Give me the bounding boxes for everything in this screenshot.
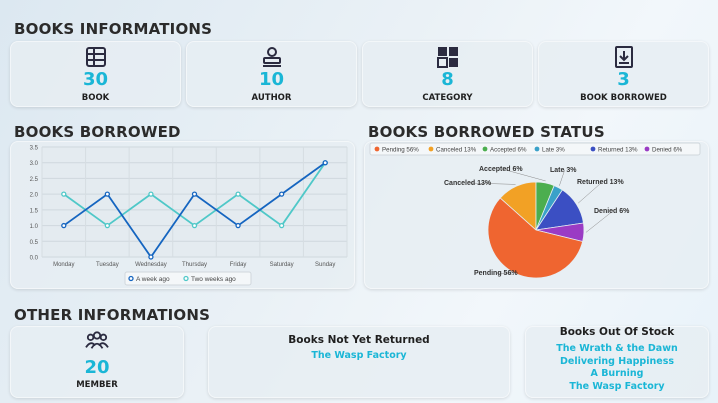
data-point <box>61 191 67 197</box>
y-tick-label: 0.5 <box>30 240 39 246</box>
stat-label: AUTHOR <box>251 93 292 103</box>
data-point <box>191 222 198 229</box>
data-point <box>235 191 241 197</box>
pie-slice-label: Denied 6% <box>594 208 630 215</box>
y-tick-label: 2.0 <box>30 193 39 199</box>
data-point <box>191 191 198 197</box>
data-point <box>278 222 285 229</box>
list-item[interactable]: The Wrath & the Dawn <box>556 343 678 354</box>
data-point <box>148 191 154 197</box>
chart-legend: A week ago Two weeks ago <box>124 271 252 286</box>
x-tick-label: Thursday <box>182 262 207 268</box>
legend-label: Two weeks ago <box>191 276 236 283</box>
category-icon <box>436 47 458 68</box>
pie-slice-label: Pending 56% <box>474 270 518 277</box>
legend-marker <box>374 146 380 152</box>
pie-label-leader <box>469 182 516 185</box>
stat-card-categories[interactable]: 8 CATEGORY <box>362 41 533 107</box>
pie-slice-label: Returned 13% <box>577 179 624 186</box>
books-borrowed-status-pie-chart: Pending 56% Canceled 13% Accepted 6% Late 3… <box>369 142 701 279</box>
y-tick-label: 0.0 <box>30 256 39 262</box>
legend-label: Late 3% <box>542 146 565 153</box>
books-not-returned-card: Books Not Yet Returned The Wasp Factory <box>208 326 510 398</box>
legend-marker <box>644 146 650 152</box>
pie-label-leader <box>497 272 513 275</box>
stat-label: BOOK BORROWED <box>580 93 667 103</box>
x-tick-label: Saturday <box>270 262 294 268</box>
y-tick-label: 3.0 <box>30 161 39 167</box>
data-point <box>104 191 111 197</box>
other-info-title: OTHER INFORMATIONS <box>14 306 211 324</box>
y-tick-label: 3.5 <box>30 146 39 152</box>
stat-value: 10 <box>258 69 285 90</box>
legend-marker <box>183 275 189 282</box>
pie-legend: Pending 56% Canceled 13% Accepted 6% Late 3… <box>369 142 701 156</box>
stat-label: MEMBER <box>76 380 118 390</box>
legend-label: Pending 56% <box>382 146 419 153</box>
list-item[interactable]: The Wasp Factory <box>569 380 665 392</box>
books-borrowed-title: BOOKS BORROWED <box>14 123 181 141</box>
legend-label: A week ago <box>136 276 170 283</box>
book-download-icon <box>614 46 633 68</box>
books-not-returned-title: Books Not Yet Returned <box>288 334 430 346</box>
pie-label-leader <box>585 210 614 233</box>
data-point <box>104 222 111 229</box>
stat-value: 3 <box>617 69 630 90</box>
list-item[interactable]: A Burning <box>590 368 644 379</box>
y-tick-label: 2.5 <box>30 177 39 183</box>
author-icon <box>262 47 281 67</box>
books-borrowed-status-card: Pending 56% Canceled 13% Accepted 6% Late 3… <box>364 141 709 289</box>
x-tick-label: Tuesday <box>96 262 119 268</box>
legend-label: Accepted 6% <box>490 146 527 153</box>
books-out-of-stock-card: Books Out Of Stock The Wrath & the Dawn … <box>525 326 709 398</box>
books-out-of-stock-title: Books Out Of Stock <box>559 326 675 338</box>
books-info-title: BOOKS INFORMATIONS <box>14 20 213 38</box>
stat-card-members[interactable]: 20 MEMBER <box>10 326 184 398</box>
books-borrowed-line-chart: 0.0 0.5 1.0 1.5 2.0 2.5 3.0 3.5 Monday Tuesday Wed… <box>30 146 348 286</box>
books-out-of-stock-list: The Wrath & the Dawn Delivering Happines… <box>525 343 709 393</box>
stat-value: 30 <box>82 69 109 90</box>
y-tick-label: 1.0 <box>30 224 39 230</box>
legend-marker <box>428 146 434 152</box>
data-point <box>61 222 67 229</box>
y-tick-label: 1.5 <box>30 208 39 214</box>
stat-card-borrowed[interactable]: 3 BOOK BORROWED <box>538 41 709 107</box>
legend-marker <box>482 146 488 152</box>
stat-label: BOOK <box>81 93 110 103</box>
legend-label: Denied 6% <box>652 146 683 153</box>
pie-label-leader <box>578 181 603 204</box>
stat-value: 20 <box>84 357 110 378</box>
members-icon <box>85 331 109 349</box>
pie-slice-label: Accepted 6% <box>479 166 523 173</box>
stat-value: 8 <box>441 69 454 90</box>
data-point <box>148 254 154 260</box>
books-not-returned-list: The Wasp Factory <box>208 350 510 363</box>
pie-label-leader <box>502 168 546 182</box>
x-tick-label: Sunday <box>315 262 335 268</box>
books-borrowed-status-title: BOOKS BORROWED STATUS <box>368 123 605 141</box>
list-item[interactable]: Delivering Happiness <box>559 355 675 367</box>
data-point <box>278 191 285 197</box>
x-tick-label: Wednesday <box>135 262 167 268</box>
legend-label: Returned 13% <box>598 146 638 153</box>
books-icon <box>85 47 106 67</box>
legend-marker <box>534 146 540 152</box>
list-item[interactable]: The Wasp Factory <box>311 350 407 361</box>
data-point <box>235 222 241 229</box>
pie-label-leader <box>559 169 565 186</box>
x-tick-label: Friday <box>230 262 247 268</box>
pie-slice-pending <box>487 197 584 279</box>
plot-area <box>42 147 347 257</box>
legend-label: Canceled 13% <box>436 146 477 153</box>
pie-slice-label: Late 3% <box>550 167 577 174</box>
legend-marker <box>590 146 596 152</box>
stat-card-books[interactable]: 30 BOOK <box>10 41 181 107</box>
legend-marker <box>128 275 134 282</box>
books-borrowed-chart-card: 0.0 0.5 1.0 1.5 2.0 2.5 3.0 3.5 Monday Tuesday Wed… <box>10 141 355 289</box>
data-point <box>322 160 328 166</box>
pie-slice-label: Canceled 13% <box>444 180 492 187</box>
stat-label: CATEGORY <box>422 93 473 103</box>
stat-card-authors[interactable]: 10 AUTHOR <box>186 41 357 107</box>
x-tick-label: Monday <box>53 262 74 268</box>
